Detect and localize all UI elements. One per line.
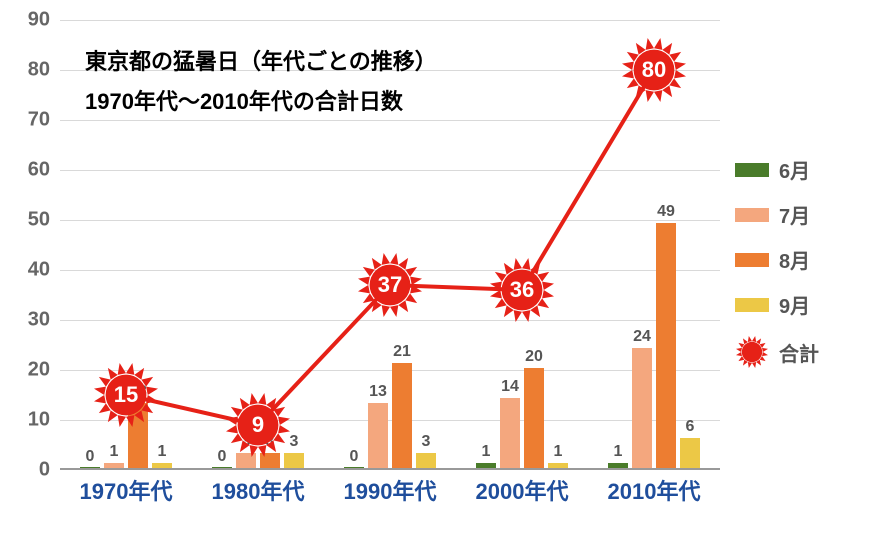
legend-label: 9月 <box>779 290 810 319</box>
gridline <box>60 320 720 321</box>
chart-title-line2: 1970年代～2010年代の合計日数 <box>85 82 437 122</box>
legend-swatch <box>735 208 769 222</box>
sun-marker-value: 37 <box>356 251 424 319</box>
bar <box>392 363 412 468</box>
bar <box>632 348 652 468</box>
bar-value-label: 6 <box>674 418 706 436</box>
legend-item: 6月 <box>735 155 819 184</box>
bar <box>656 223 676 468</box>
bar-value-label: 1 <box>602 443 634 461</box>
bar-value-label: 1 <box>98 443 130 461</box>
gridline <box>60 220 720 221</box>
bar-value-label: 24 <box>626 328 658 346</box>
legend-swatch <box>735 253 769 267</box>
bar-value-label: 20 <box>518 348 550 366</box>
legend-swatch <box>735 163 769 177</box>
chart-container: 01020304050607080901970年代011311980年代0333… <box>0 0 880 560</box>
y-axis-tick: 0 <box>10 459 50 482</box>
legend-item: 8月 <box>735 245 819 274</box>
bar <box>344 467 364 468</box>
legend-swatch <box>735 298 769 312</box>
bar-value-label: 1 <box>542 443 574 461</box>
bar-value-label: 21 <box>386 343 418 361</box>
y-axis-tick: 50 <box>10 209 50 232</box>
sun-marker-value: 15 <box>92 361 160 429</box>
bar <box>416 453 436 468</box>
y-axis-tick: 30 <box>10 309 50 332</box>
gridline <box>60 170 720 171</box>
sun-marker-value: 80 <box>620 36 688 104</box>
bar <box>212 467 232 468</box>
legend-label: 7月 <box>779 200 810 229</box>
bar <box>368 403 388 468</box>
legend-item: 7月 <box>735 200 819 229</box>
bar <box>680 438 700 468</box>
x-axis-tick: 2000年代 <box>456 474 588 506</box>
bar-value-label: 13 <box>362 383 394 401</box>
x-axis-tick: 2010年代 <box>588 474 720 506</box>
chart-title: 東京都の猛暑日（年代ごとの推移） 1970年代～2010年代の合計日数 <box>85 42 437 121</box>
y-axis-tick: 80 <box>10 59 50 82</box>
legend-item: 9月 <box>735 290 819 319</box>
bar <box>608 463 628 468</box>
legend: 6月 7月 8月 9月合計 <box>735 155 819 385</box>
bar-value-label: 1 <box>470 443 502 461</box>
x-axis-tick: 1990年代 <box>324 474 456 506</box>
bar <box>80 467 100 468</box>
bar <box>152 463 172 468</box>
legend-item: 合計 <box>735 335 819 369</box>
x-axis-tick: 1970年代 <box>60 474 192 506</box>
legend-sun-icon <box>735 335 769 369</box>
y-axis-tick: 10 <box>10 409 50 432</box>
sun-marker-value: 9 <box>224 391 292 459</box>
y-axis-tick: 90 <box>10 9 50 32</box>
gridline <box>60 20 720 21</box>
legend-label: 6月 <box>779 155 810 184</box>
bar-value-label: 0 <box>338 448 370 466</box>
y-axis-tick: 40 <box>10 259 50 282</box>
bar <box>548 463 568 468</box>
bar <box>524 368 544 468</box>
y-axis-tick: 60 <box>10 159 50 182</box>
chart-title-line1: 東京都の猛暑日（年代ごとの推移） <box>85 42 437 82</box>
bar-value-label: 1 <box>146 443 178 461</box>
legend-label: 合計 <box>779 338 819 367</box>
bar-value-label: 3 <box>410 433 442 451</box>
bar <box>500 398 520 468</box>
x-axis-tick: 1980年代 <box>192 474 324 506</box>
y-axis-tick: 70 <box>10 109 50 132</box>
bar-value-label: 49 <box>650 203 682 221</box>
sun-marker-value: 36 <box>488 256 556 324</box>
bar <box>476 463 496 468</box>
bar-value-label: 14 <box>494 378 526 396</box>
y-axis-tick: 20 <box>10 359 50 382</box>
bar <box>104 463 124 468</box>
legend-label: 8月 <box>779 245 810 274</box>
